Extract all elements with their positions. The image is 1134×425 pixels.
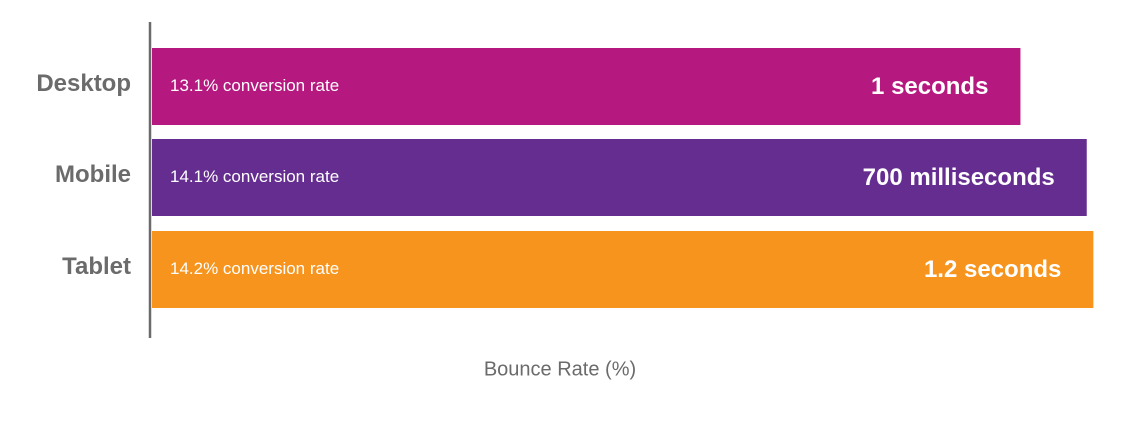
- value-label: 13.1% conversion rate: [170, 76, 339, 95]
- category-label: Tablet: [62, 253, 131, 280]
- x-axis-title: Bounce Rate (%): [484, 358, 636, 380]
- load-time-label: 1 seconds: [871, 73, 988, 100]
- load-time-label: 1.2 seconds: [924, 256, 1061, 283]
- value-label: 14.1% conversion rate: [170, 167, 339, 186]
- load-time-label: 700 milliseconds: [863, 164, 1055, 191]
- category-label: Desktop: [36, 70, 131, 97]
- category-label: Mobile: [55, 161, 131, 188]
- bar: [152, 48, 1021, 125]
- bar: [152, 231, 1094, 308]
- bar: [152, 139, 1087, 216]
- value-label: 14.2% conversion rate: [170, 259, 339, 278]
